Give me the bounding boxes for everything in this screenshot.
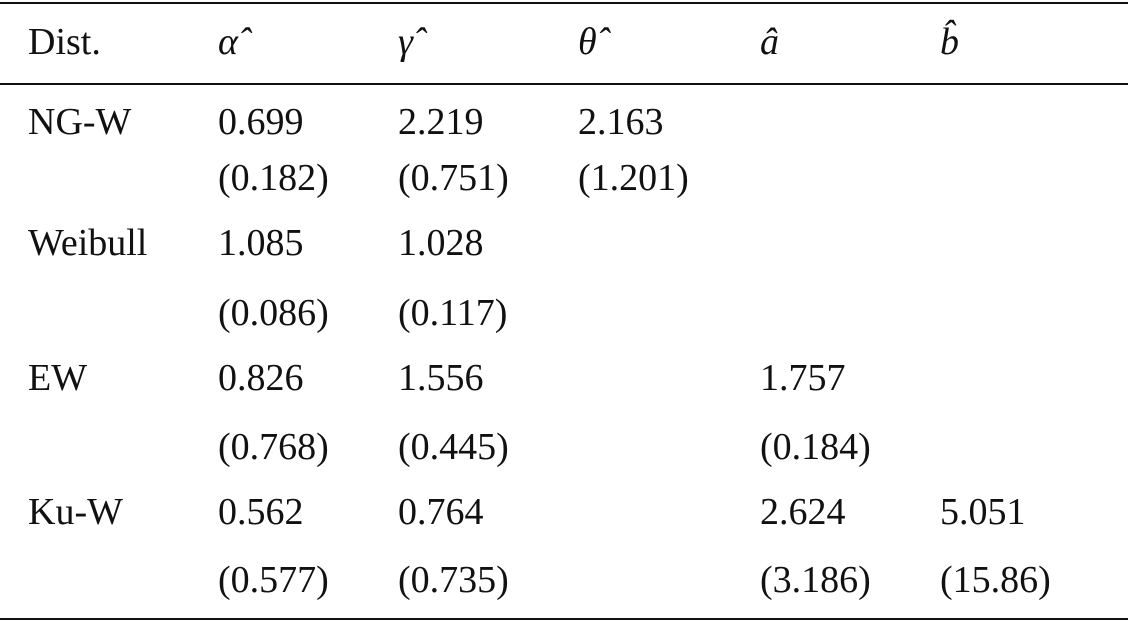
estimate: 0.764 [398,491,484,533]
standard-error: (0.086) [218,292,329,334]
column-header: b̂ [940,21,959,63]
top-rule [0,2,1128,4]
standard-error: (0.182) [218,157,329,199]
column-header: α̂ [218,21,238,63]
bottom-rule [0,618,1128,620]
estimate: 0.699 [218,101,304,143]
standard-error: (0.577) [218,559,329,601]
estimate: 1.556 [398,357,484,399]
estimate: 2.624 [760,491,846,533]
standard-error: (0.445) [398,426,509,468]
standard-error: (1.201) [578,157,689,199]
column-header: â [760,21,779,63]
estimate: 0.826 [218,357,304,399]
standard-error: (3.186) [760,559,871,601]
row-label: NG-W [28,101,132,143]
row-label: Weibull [28,222,148,264]
estimate: 1.028 [398,222,484,264]
column-header: Dist. [28,21,101,63]
standard-error: (0.184) [760,426,871,468]
estimate: 2.219 [398,101,484,143]
column-header: γ̂ [398,21,413,63]
row-label: Ku-W [28,491,123,533]
column-header: θ̂ [578,21,597,63]
standard-error: (0.735) [398,559,509,601]
estimate: 1.757 [760,357,846,399]
estimate: 1.085 [218,222,304,264]
row-label: EW [28,357,88,399]
standard-error: (15.86) [940,559,1051,601]
standard-error: (0.751) [398,157,509,199]
estimate: 2.163 [578,101,664,143]
estimate: 5.051 [940,491,1026,533]
header-rule [0,83,1128,85]
estimate: 0.562 [218,491,304,533]
standard-error: (0.768) [218,426,329,468]
standard-error: (0.117) [398,292,508,334]
